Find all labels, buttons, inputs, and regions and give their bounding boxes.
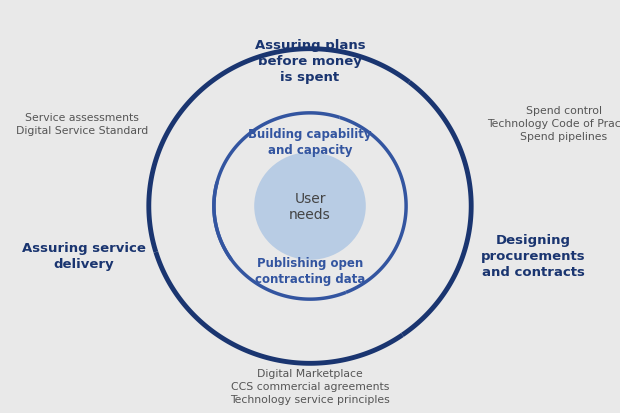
Text: Assuring service
delivery: Assuring service delivery [22, 242, 146, 271]
Ellipse shape [254, 153, 366, 260]
Text: Publishing open
contracting data: Publishing open contracting data [255, 256, 365, 285]
Text: User
needs: User needs [289, 192, 331, 221]
Text: Designing
procurements
and contracts: Designing procurements and contracts [481, 234, 585, 278]
Text: Service assessments
Digital Service Standard: Service assessments Digital Service Stan… [16, 112, 148, 135]
Text: Digital Marketplace
CCS commercial agreements
Technology service principles: Digital Marketplace CCS commercial agree… [230, 368, 390, 404]
Text: Building capability
and capacity: Building capability and capacity [248, 128, 372, 157]
Text: Assuring plans
before money
is spent: Assuring plans before money is spent [255, 39, 365, 84]
Text: Spend control
Technology Code of Practice
Spend pipelines: Spend control Technology Code of Practic… [487, 106, 620, 142]
